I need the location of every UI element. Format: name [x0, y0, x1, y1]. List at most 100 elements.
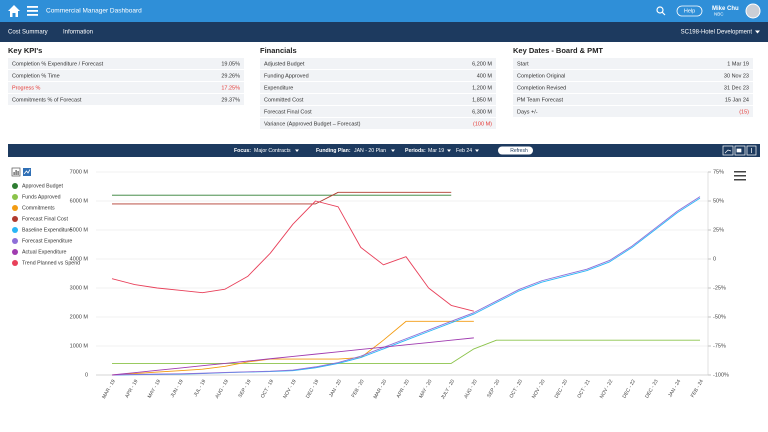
y-tick-label: 7000 M — [70, 169, 89, 175]
x-tick-label: MAY - 19 — [147, 378, 162, 399]
y2-tick-label: -100% — [713, 372, 729, 378]
user-name: Mike Chu — [712, 6, 739, 12]
row-value: 1 Mar 19 — [727, 61, 749, 67]
row-value: 19.05% — [221, 61, 240, 67]
row-label: Variance (Approved Budget – Forecast) — [264, 121, 361, 127]
series-line — [111, 200, 474, 312]
period-end-select: Feb 24 — [456, 148, 472, 154]
row-label: PM Team Forecast — [517, 97, 564, 103]
row-label: Forecast Final Cost — [264, 109, 312, 115]
legend-label: Funds Approved — [22, 194, 61, 200]
row-label: Funding Approved — [264, 73, 309, 79]
row-label: Expenditure — [264, 85, 293, 91]
y-tick-label: 6000 M — [70, 198, 89, 204]
row-value: (15) — [739, 109, 749, 115]
y2-tick-label: 50% — [713, 198, 724, 204]
x-tick-label: SEP - 19 — [237, 378, 252, 398]
x-tick-label: AUG - 19 — [214, 378, 230, 399]
x-tick-label: APR - 19 — [124, 378, 139, 399]
help-label[interactable]: Help — [684, 9, 695, 15]
periods-label: Periods: — [405, 148, 426, 154]
series-line — [111, 320, 474, 376]
row-value: 30 Nov 23 — [724, 73, 749, 79]
chart-view-icons[interactable] — [11, 167, 31, 177]
x-tick-label: OCT - 21 — [576, 378, 592, 399]
user-org: NBC — [714, 12, 724, 17]
x-tick-label: JAN - 20 — [328, 378, 343, 398]
dropdown-arrow[interactable] — [755, 30, 760, 34]
legend-label: Forecast Final Cost — [22, 216, 68, 222]
x-tick-label: DEC - 23 — [644, 378, 660, 399]
x-tick-label: MAR - 20 — [373, 378, 389, 399]
y-tick-label: 0 — [85, 372, 88, 378]
nav-item[interactable]: Information — [63, 30, 93, 36]
x-tick-label: FEB - 24 — [690, 378, 705, 398]
dropdown-arrow — [295, 149, 299, 152]
row-background — [8, 58, 244, 69]
panel-title: Key KPI's — [8, 46, 42, 55]
row-value: 31 Dec 23 — [724, 85, 749, 91]
row-background — [260, 106, 496, 117]
app-title: Commercial Manager Dashboard — [46, 8, 142, 15]
series-line — [112, 339, 700, 364]
row-value: 29.26% — [221, 73, 240, 79]
legend-swatch — [12, 249, 18, 255]
legend-label: Forecast Expenditure — [22, 238, 72, 244]
row-background — [513, 70, 753, 81]
row-label: Commitments % of Forecast — [12, 97, 82, 103]
legend-label: Commitments — [22, 205, 55, 211]
project-select[interactable]: SC198-Hotel Development — [681, 30, 753, 36]
nav-item[interactable]: Cost Summary — [8, 30, 48, 36]
row-value: 1,850 M — [472, 97, 492, 103]
row-background — [260, 118, 496, 129]
row-value: 1,200 M — [472, 85, 492, 91]
nav-bar — [0, 22, 768, 42]
y-tick-label: 4000 M — [70, 256, 89, 262]
row-label: Progress % — [12, 85, 41, 91]
menu-icon[interactable] — [27, 6, 38, 16]
dropdown-arrow — [475, 149, 479, 152]
chart-toolbar — [8, 144, 760, 157]
row-label: Committed Cost — [264, 97, 304, 103]
focus-label: Focus: — [234, 148, 251, 154]
series-line — [111, 197, 701, 376]
legend-swatch — [12, 183, 18, 189]
help-button[interactable] — [676, 5, 703, 17]
period-start-select: Mar 19 — [428, 148, 444, 154]
top-bar — [0, 0, 768, 22]
row-value: 6,300 M — [472, 109, 492, 115]
refresh-button[interactable] — [498, 146, 533, 155]
row-background — [8, 94, 244, 105]
y-tick-label: 5000 M — [70, 227, 89, 233]
row-value: (100 M) — [473, 121, 492, 127]
toolbar-icons[interactable] — [722, 145, 757, 156]
row-value: 17.25% — [221, 85, 240, 91]
legend-swatch — [12, 227, 18, 233]
row-background — [260, 94, 496, 105]
avatar[interactable] — [745, 3, 761, 19]
legend-label: Approved Budget — [22, 183, 63, 189]
x-tick-label: AUG - 20 — [463, 378, 479, 399]
dropdown-arrow — [447, 149, 451, 152]
row-background — [513, 94, 753, 105]
toolbar-items: Focus: Major Contracts Funding Plan: JAN - … — [234, 146, 533, 155]
y2-tick-label: 25% — [713, 227, 724, 233]
x-tick-label: SEP - 20 — [486, 378, 501, 398]
y-tick-label: 1000 M — [70, 343, 89, 349]
x-tick-label: OCT - 20 — [509, 378, 525, 399]
y2-tick-label: -25% — [713, 285, 726, 291]
home-icon[interactable] — [8, 5, 20, 17]
panel-title: Financials — [260, 46, 297, 55]
x-tick-label: NOV - 22 — [599, 378, 615, 399]
x-tick-label: NOV - 19 — [282, 378, 298, 399]
x-tick-label: DEC - 20 — [554, 378, 570, 399]
chart-menu-icon[interactable] — [734, 171, 746, 181]
x-tick-label: FEB - 20 — [351, 378, 366, 398]
dropdown-arrow — [391, 149, 395, 152]
x-tick-label: OCT - 19 — [260, 378, 276, 399]
x-tick-label: JAN - 24 — [667, 378, 682, 398]
row-background — [8, 82, 244, 93]
refresh-label[interactable]: Refresh — [510, 148, 528, 154]
search-icon[interactable] — [656, 6, 666, 16]
